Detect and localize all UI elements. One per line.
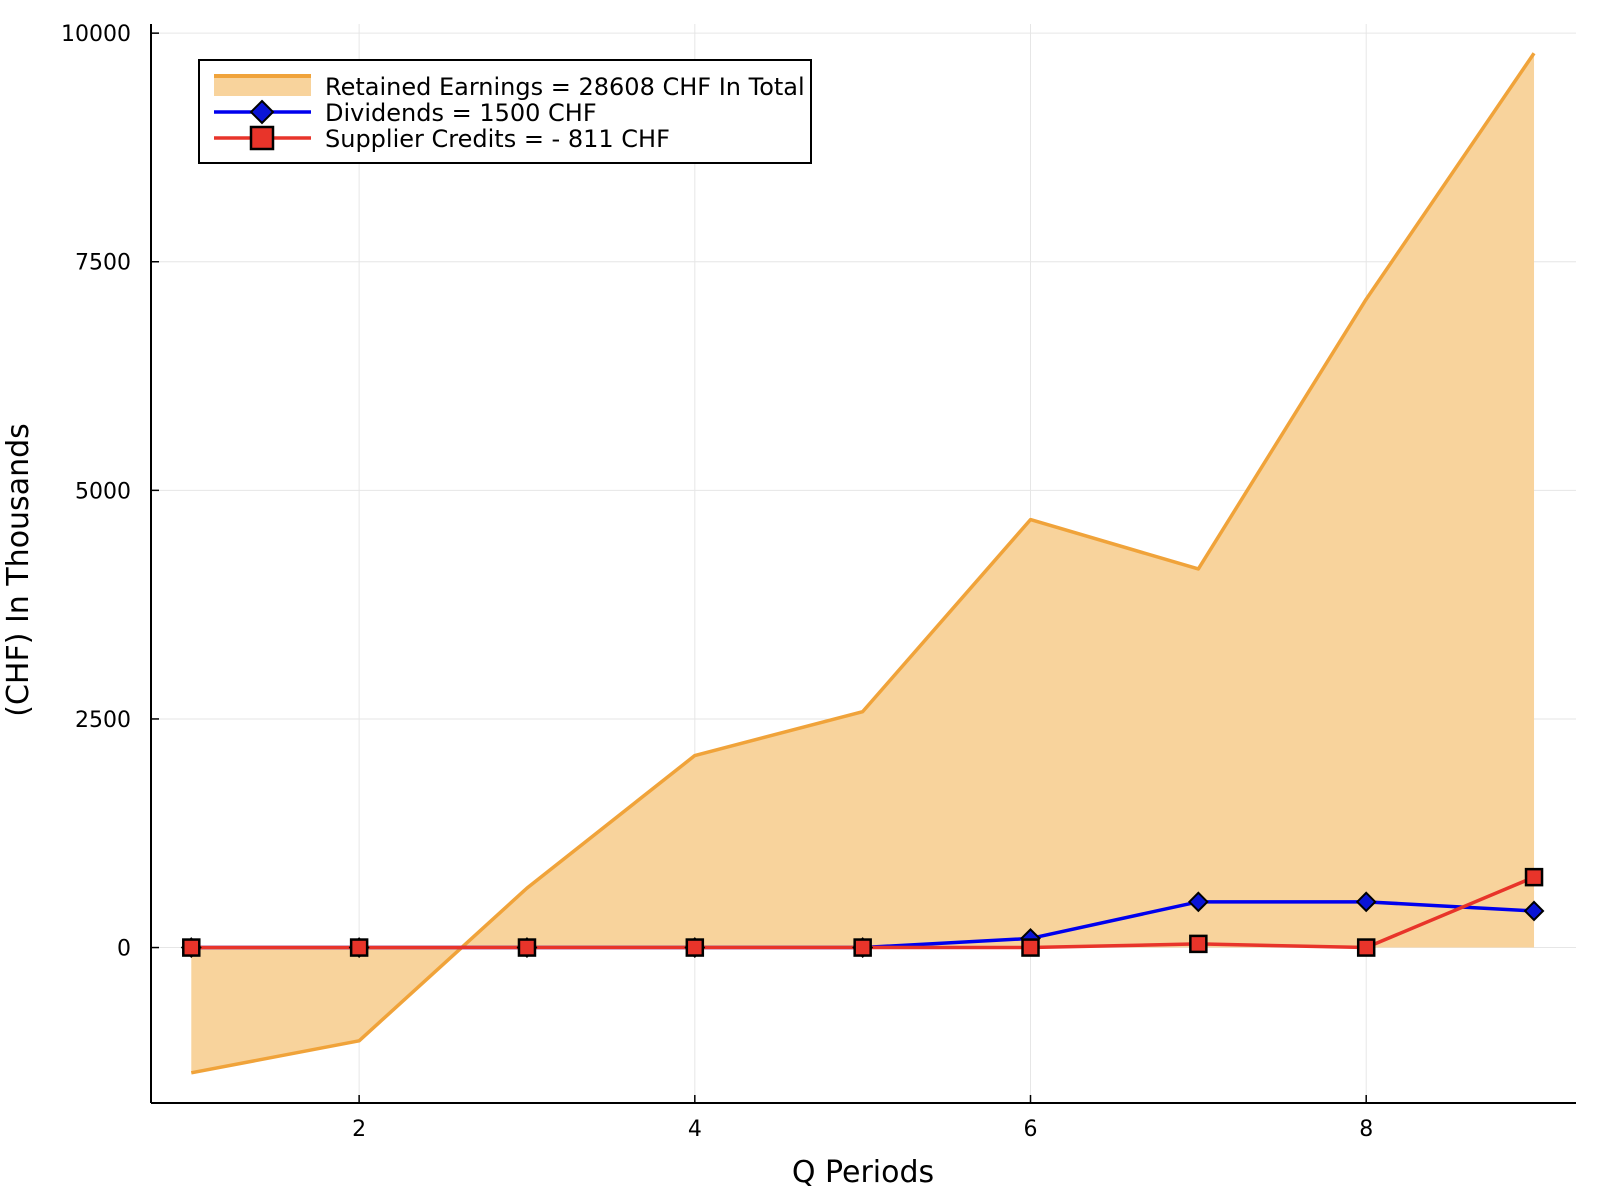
supplier-credits-point xyxy=(1356,938,1376,957)
legend-label: Supplier Credits = - 811 CHF xyxy=(325,125,670,153)
supplier-credits-point xyxy=(1189,934,1208,954)
dividends-point xyxy=(1187,891,1209,913)
y-tick-label: 0 xyxy=(117,937,131,962)
x-tick-label: 2 xyxy=(352,1117,366,1142)
legend-swatch-area xyxy=(214,76,311,96)
y-axis-title: (CHF) In Thousands xyxy=(1,423,36,717)
x-axis-title: Q Periods xyxy=(792,1155,934,1190)
y-tick-label: 10000 xyxy=(61,22,131,47)
supplier-credits-point xyxy=(517,938,537,957)
legend-square-marker xyxy=(249,125,275,151)
supplier-credits-point xyxy=(853,938,872,957)
legend-label: Dividends = 1500 CHF xyxy=(325,99,597,127)
x-tick-label: 8 xyxy=(1359,1117,1373,1142)
y-tick-label: 5000 xyxy=(75,479,131,504)
x-tick-label: 4 xyxy=(688,1117,702,1142)
y-tick-label: 2500 xyxy=(75,708,131,733)
dividends-point xyxy=(1523,900,1545,922)
series-layer xyxy=(180,52,1545,1075)
supplier-credits-point xyxy=(182,938,201,957)
supplier-credits-point xyxy=(349,938,369,957)
y-tick-label: 7500 xyxy=(75,251,131,276)
series-line-retained-earnings xyxy=(190,52,1536,1075)
legend: Retained Earnings = 28608 CHF In TotalDi… xyxy=(198,59,812,164)
axes xyxy=(150,24,1576,1104)
supplier-credits-point xyxy=(685,938,705,957)
dividends-point xyxy=(1355,891,1377,913)
legend-diamond-marker xyxy=(249,99,275,125)
tick-labels: 2 4 6 8 0 2500 5000 7500 10000 xyxy=(61,22,1373,1142)
series-area-fill xyxy=(191,53,1535,1073)
x-tick-label: 6 xyxy=(1024,1117,1038,1142)
supplier-credits-point xyxy=(1021,938,1040,957)
legend-label: Retained Earnings = 28608 CHF In Total xyxy=(325,73,805,101)
supplier-credits-point xyxy=(1524,867,1544,887)
